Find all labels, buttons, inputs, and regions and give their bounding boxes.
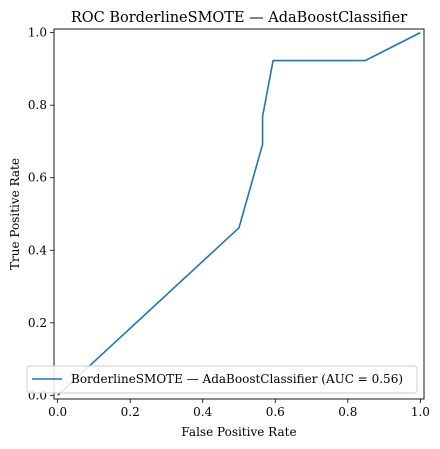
y-axis-label: True Positive Rate [8,158,22,270]
x-tick-label: 0.6 [266,405,285,419]
plot-area [57,31,421,396]
x-tick-label: 0.4 [193,405,212,419]
legend-box [26,365,418,394]
x-tick-label: 1.0 [411,405,430,419]
y-tick-label: 0.2 [28,316,47,330]
x-tick-label: 0.2 [121,405,140,419]
x-axis-label: False Positive Rate [181,425,296,439]
chart-title: ROC BorderlineSMOTE — AdaBoostClassifier [71,10,407,26]
legend: BorderlineSMOTE — AdaBoostClassifier (AU… [26,365,418,394]
axis-ticks: 0.0 0.2 0.4 0.6 0.8 1.00.00.20.40.60.81.0 [28,26,430,419]
x-tick-label: 0.8 [338,405,357,419]
y-tick-label: 0.4 [28,243,47,257]
legend-label: BorderlineSMOTE — AdaBoostClassifier (AU… [71,372,403,386]
y-tick-label: 0.8 [28,98,47,112]
y-tick-label: 1.0 [28,26,47,40]
plot-frame [53,28,425,400]
roc-curve-line [57,31,421,396]
x-tick-label: 0.0 [48,405,67,419]
y-tick-label: 0.6 [28,171,47,185]
